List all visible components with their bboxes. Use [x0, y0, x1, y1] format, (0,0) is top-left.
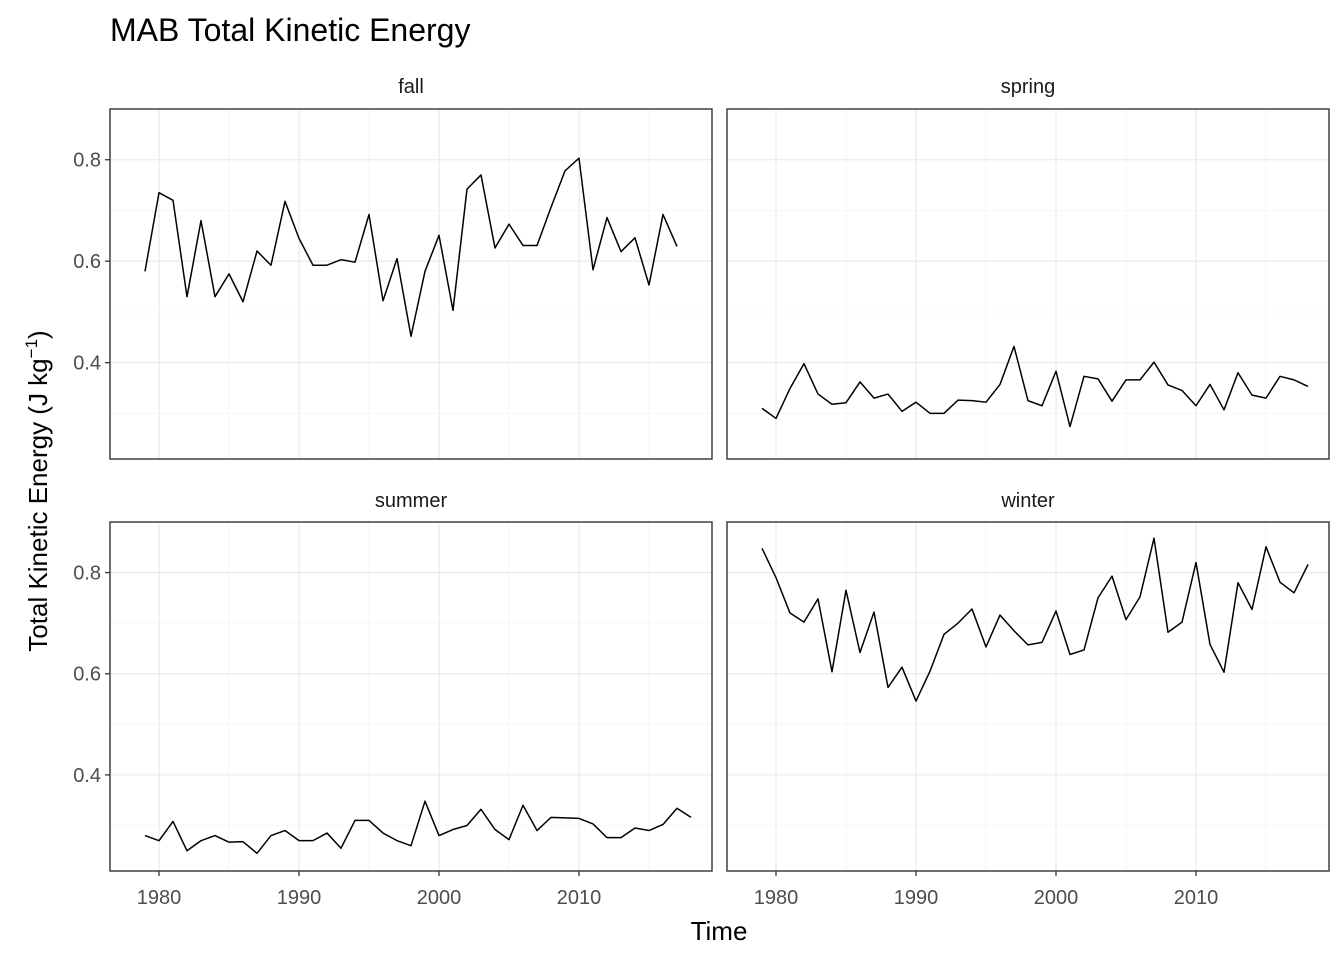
x-tick-label: 2000 [1034, 887, 1079, 909]
facet-label-winter: winter [1000, 490, 1055, 512]
x-tick-label: 2010 [557, 887, 602, 909]
facet-label-summer: summer [375, 490, 448, 512]
facet-label-fall: fall [398, 76, 424, 98]
y-axis-title-main: Total Kinetic Energy (J kg [23, 358, 53, 651]
x-tick-label: 1980 [137, 887, 182, 909]
panel-border-winter [726, 521, 1330, 872]
x-tick-label: 1980 [754, 887, 799, 909]
y-axis-title-superscript: −1 [22, 339, 41, 358]
x-axis-title: Time [691, 916, 748, 946]
x-tick-label: 1990 [894, 887, 939, 909]
chart-title: MAB Total Kinetic Energy [110, 12, 470, 48]
facet-panel-fall: fall 0.4 0.6 0.8 [73, 76, 713, 460]
panel-border-fall [109, 108, 713, 460]
x-tick-label: 2010 [1174, 887, 1219, 909]
facet-panels: fall 0.4 0.6 0.8 spring summer 0.4 0.6 0.8 1980 19… [73, 76, 1330, 909]
x-tick-label: 1990 [277, 887, 322, 909]
panel-border-summer [109, 521, 713, 872]
series-line-spring [761, 345, 1309, 428]
y-tick-label: 0.4 [73, 765, 101, 787]
x-axis-title-group: Time [691, 916, 748, 946]
x-tick-label: 2000 [417, 887, 462, 909]
panel-border-spring [726, 108, 1330, 460]
facet-panel-summer: summer 0.4 0.6 0.8 1980 1990 2000 2010 [73, 490, 713, 909]
facet-label-spring: spring [1001, 76, 1055, 98]
facet-panel-winter: winter 1980 1990 2000 2010 [726, 490, 1330, 909]
y-axis-title-close: ) [23, 330, 53, 339]
series-line-fall [144, 157, 678, 337]
series-line-winter [761, 537, 1309, 702]
y-tick-label: 0.6 [73, 664, 101, 686]
y-axis-title: Total Kinetic Energy (J kg−1) [22, 330, 53, 651]
y-tick-label: 0.6 [73, 251, 101, 273]
y-tick-label: 0.8 [73, 563, 101, 585]
y-axis-title-group: Total Kinetic Energy (J kg−1) [22, 330, 53, 651]
y-tick-label: 0.4 [73, 353, 101, 375]
y-tick-label: 0.8 [73, 150, 101, 172]
series-line-summer [144, 800, 692, 855]
facet-panel-spring: spring [726, 76, 1330, 460]
